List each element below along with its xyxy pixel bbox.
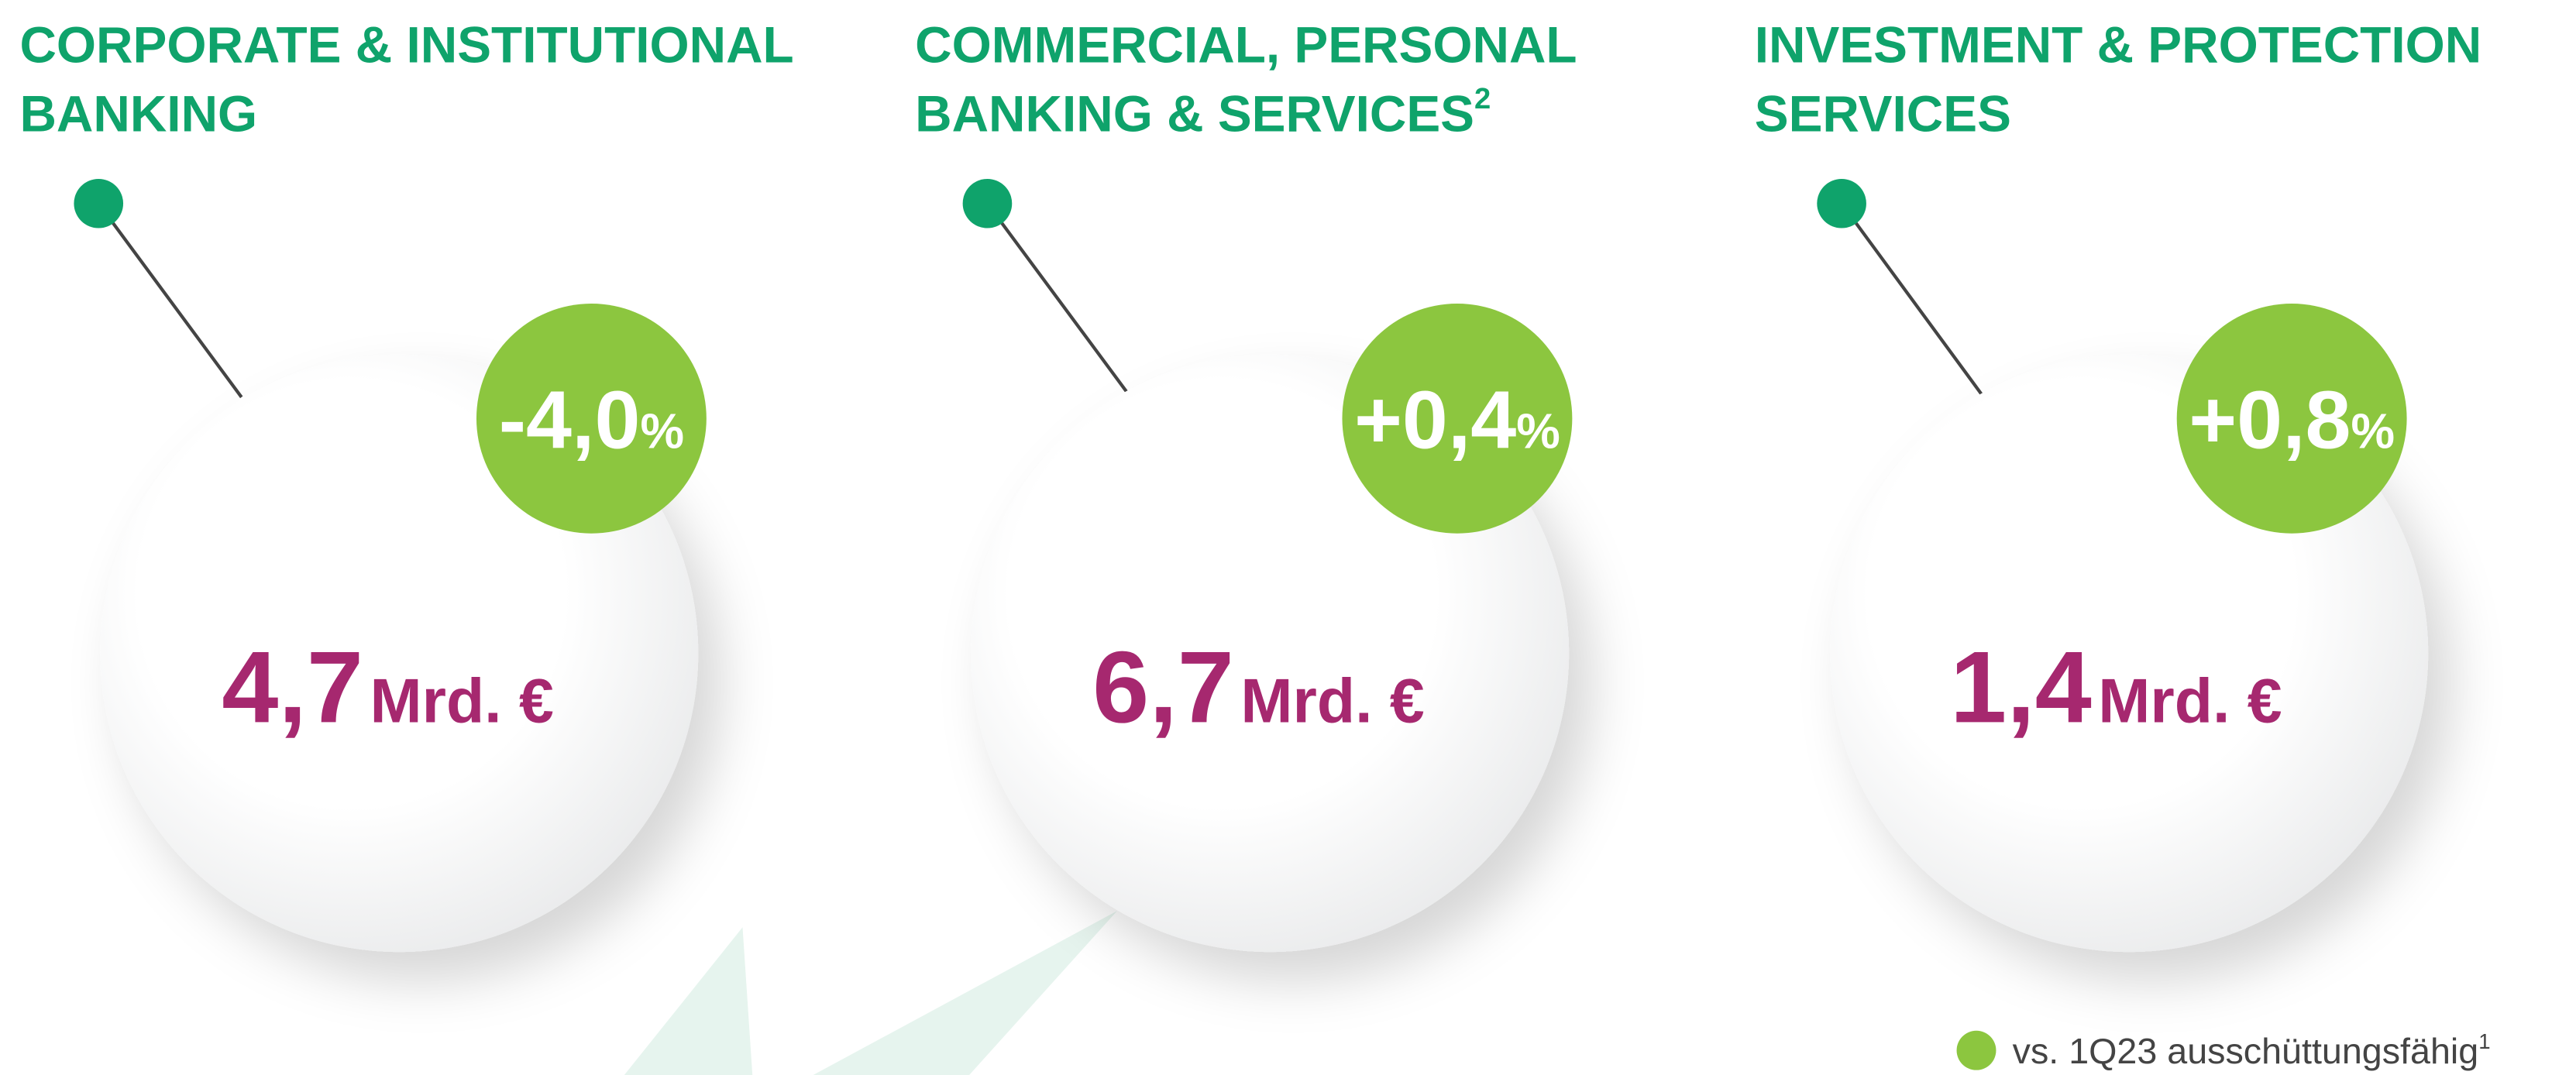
- pin: [74, 178, 124, 228]
- change-badge: [1342, 304, 1573, 534]
- value-unit: Mrd. €: [1240, 666, 1424, 736]
- decor: [624, 927, 753, 1075]
- change-unit: %: [2351, 404, 2395, 459]
- connector: [97, 202, 243, 399]
- title-line: SERVICES: [1755, 86, 2011, 143]
- change-badge: [476, 304, 707, 534]
- value-unit: Mrd. €: [2098, 666, 2282, 736]
- segment-title: BANKING & SERVICES2: [915, 82, 1491, 143]
- pin: [962, 178, 1013, 228]
- connector: [1840, 202, 1983, 395]
- change: +0,8%: [2189, 375, 2395, 466]
- change-unit: %: [640, 404, 684, 459]
- segment: INVESTMENT & PROTECTION SERVICES +0,8% 1,4 M…: [1755, 17, 2481, 953]
- value: 1,4 Mrd. €: [1950, 630, 2282, 744]
- value-number: 6,7: [1092, 630, 1234, 744]
- segment-title: COMMERCIAL, PERSONAL: [915, 17, 1577, 74]
- value: 4,7 Mrd. €: [222, 630, 554, 744]
- segment-title: BANKING: [19, 86, 257, 143]
- legend-dot: [1956, 1030, 1996, 1070]
- change: -4,0%: [499, 375, 684, 466]
- legend-text: vs. 1Q23 ausschüttungsfähig: [2013, 1031, 2479, 1071]
- value-number: 4,7: [222, 630, 363, 744]
- legend-label: vs. 1Q23 ausschüttungsfähig1: [2013, 1029, 2491, 1071]
- segment-title: CORPORATE & INSTITUTIONAL: [19, 17, 793, 74]
- change-value: -4,0: [499, 375, 641, 466]
- connector: [985, 202, 1129, 393]
- change-badge: [2176, 304, 2407, 534]
- title-line: BANKING: [19, 86, 257, 143]
- value: 6,7 Mrd. €: [1092, 630, 1425, 744]
- title-line: CORPORATE & INSTITUTIONAL: [19, 17, 793, 74]
- value-number: 1,4: [1950, 630, 2092, 744]
- title-line: INVESTMENT & PROTECTION: [1755, 17, 2481, 74]
- decor: [813, 911, 1117, 1075]
- footnote: 2: [1474, 82, 1491, 115]
- title-line: COMMERCIAL, PERSONAL: [915, 17, 1577, 74]
- segment-title: SERVICES: [1755, 86, 2011, 143]
- change: +0,4%: [1354, 375, 1560, 466]
- footnote: 1: [2478, 1029, 2490, 1053]
- segment-title: INVESTMENT & PROTECTION: [1755, 17, 2481, 74]
- title-line: BANKING & SERVICES: [915, 86, 1474, 143]
- segment: CORPORATE & INSTITUTIONAL BANKING -4,0% 4,7…: [19, 17, 794, 953]
- value-unit: Mrd. €: [370, 666, 554, 736]
- pin: [1817, 178, 1866, 228]
- segment: COMMERCIAL, PERSONAL BANKING & SERVICES2 +…: [915, 17, 1577, 953]
- change-unit: %: [1516, 404, 1560, 459]
- change-value: +0,8: [2189, 375, 2351, 466]
- change-value: +0,4: [1354, 375, 1516, 466]
